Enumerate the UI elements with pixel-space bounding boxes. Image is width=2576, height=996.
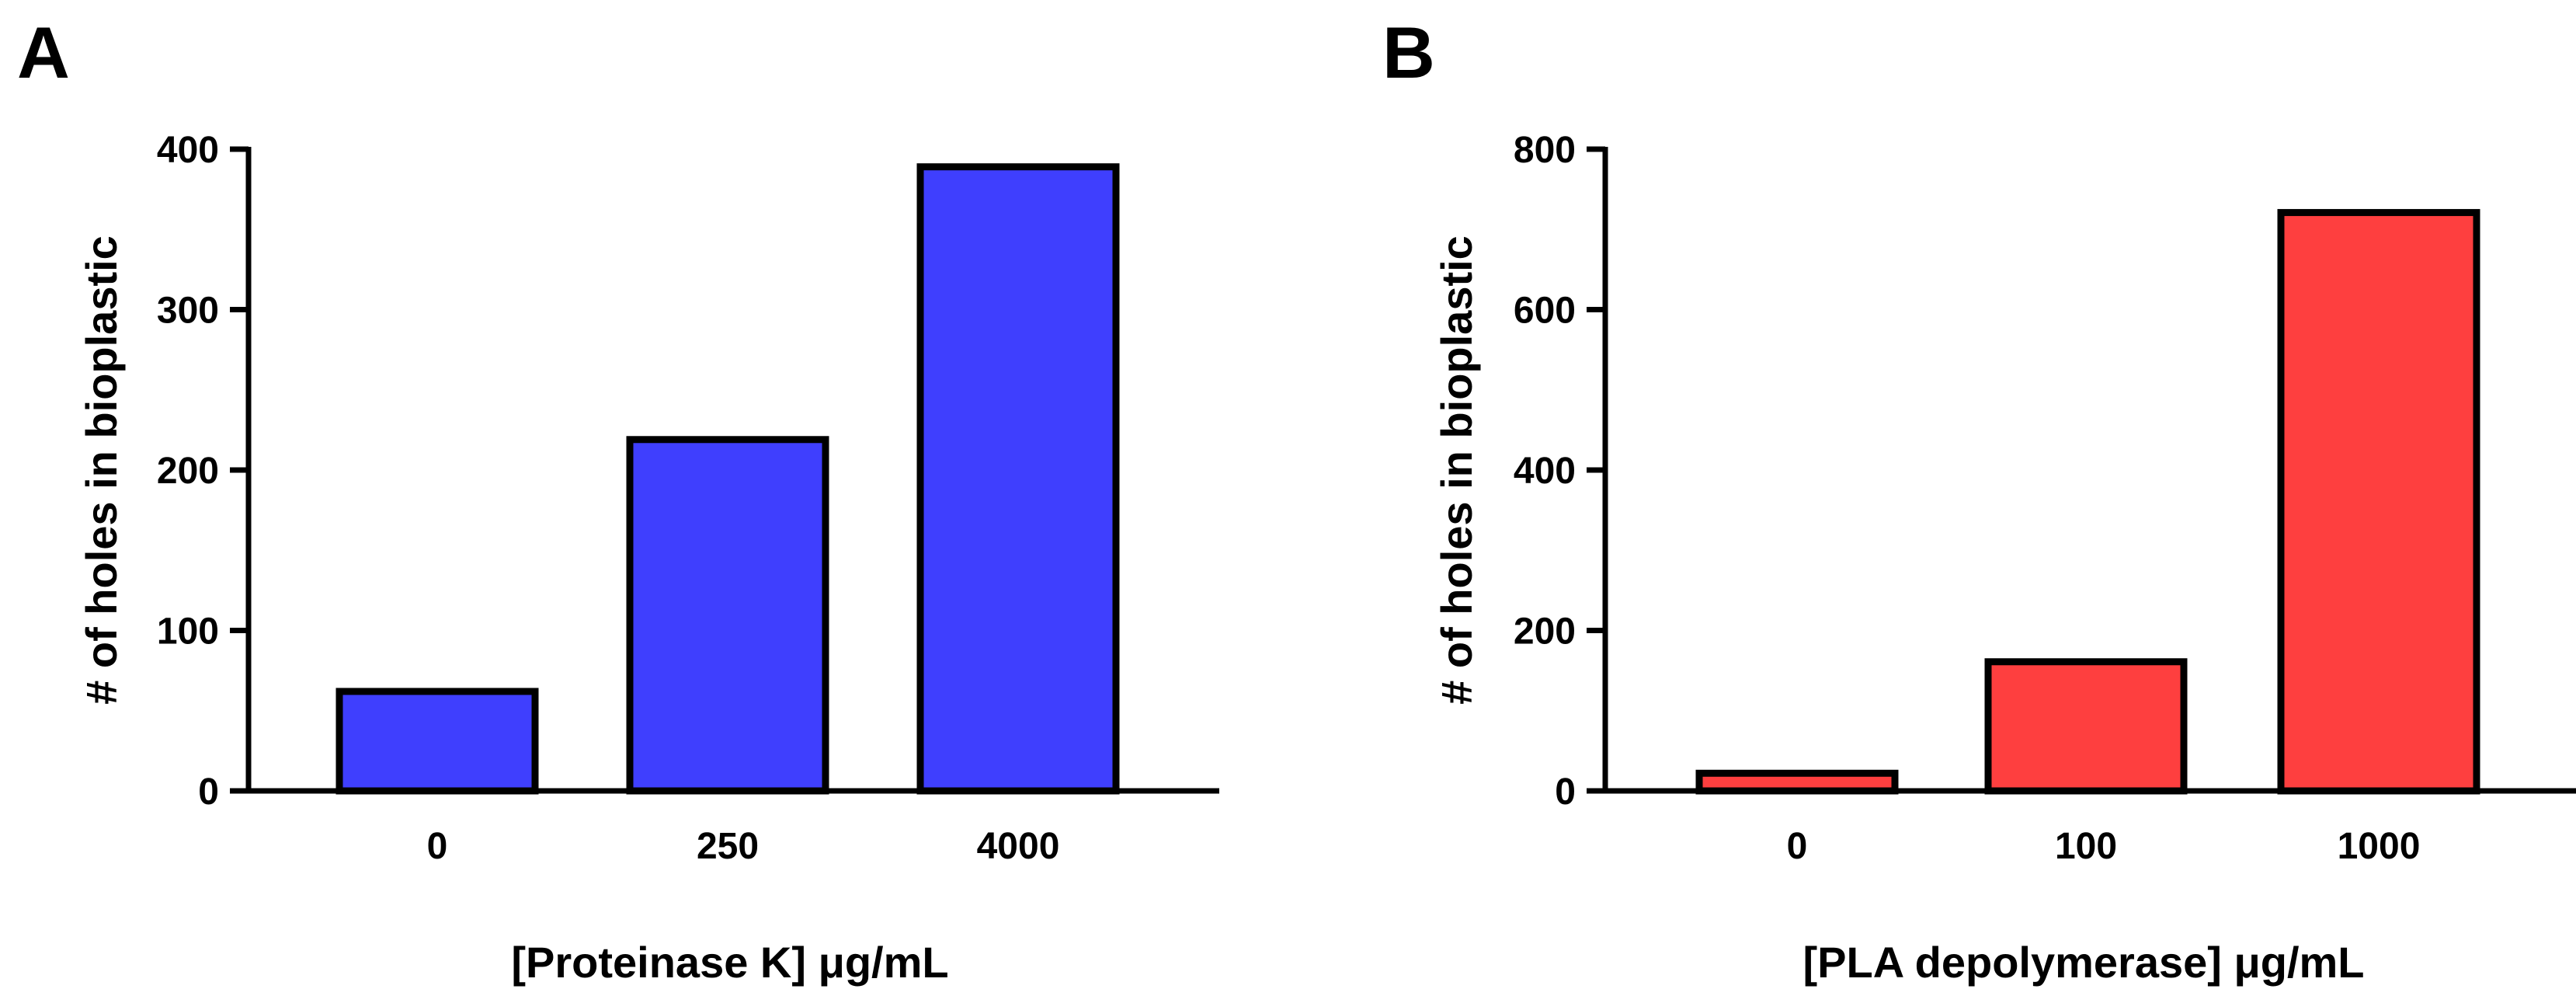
bar-a-4000 [916,163,1120,795]
x-tick-label: 0 [1787,826,1808,867]
y-tick-label: 300 [157,291,219,332]
x-tick-label: 100 [2055,826,2117,867]
panel-a-y-ticks: 0 100 200 300 400 [157,130,249,813]
panel-b-y-axis-title: # of holes in bioplastic [1432,235,1481,705]
panel-a-y-axis-title: # of holes in bioplastic [77,235,126,705]
bar-b-100 [1984,658,2188,795]
y-tick-label: 400 [157,130,219,171]
panel-b-x-axis-title: [PLA depolymerase] μg/mL [1803,938,2365,987]
y-tick-label: 400 [1514,451,1576,492]
x-tick-label: 0 [427,826,448,867]
panel-a: A 0 100 200 300 400 0 250 4000 [Proteinase K] … [17,12,1219,987]
y-tick-label: 0 [1555,771,1576,813]
panel-b: B 0 200 400 600 800 0 100 1000 [PLA depolymera… [1382,12,2576,987]
y-tick-label: 800 [1514,130,1576,171]
bar-a-0 [335,688,539,795]
x-tick-label: 1000 [2338,826,2421,867]
y-tick-label: 200 [1514,611,1576,653]
bar-a-250 [626,436,829,795]
y-tick-label: 200 [157,451,219,492]
panel-b-y-ticks: 0 200 400 600 800 [1514,130,1605,813]
panel-a-bars [335,163,1120,795]
x-tick-label: 4000 [977,826,1060,867]
x-tick-label: 250 [697,826,759,867]
panel-b-letter: B [1382,12,1435,93]
y-tick-label: 100 [157,611,219,653]
panel-a-x-axis-title: [Proteinase K] μg/mL [511,938,948,987]
y-tick-label: 0 [198,771,219,813]
bar-b-1000 [2277,209,2480,795]
panel-a-x-ticks: 0 250 4000 [427,826,1060,867]
panel-b-bars [1695,209,2480,795]
panel-b-x-ticks: 0 100 1000 [1787,826,2421,867]
panel-a-letter: A [17,12,70,93]
y-tick-label: 600 [1514,291,1576,332]
